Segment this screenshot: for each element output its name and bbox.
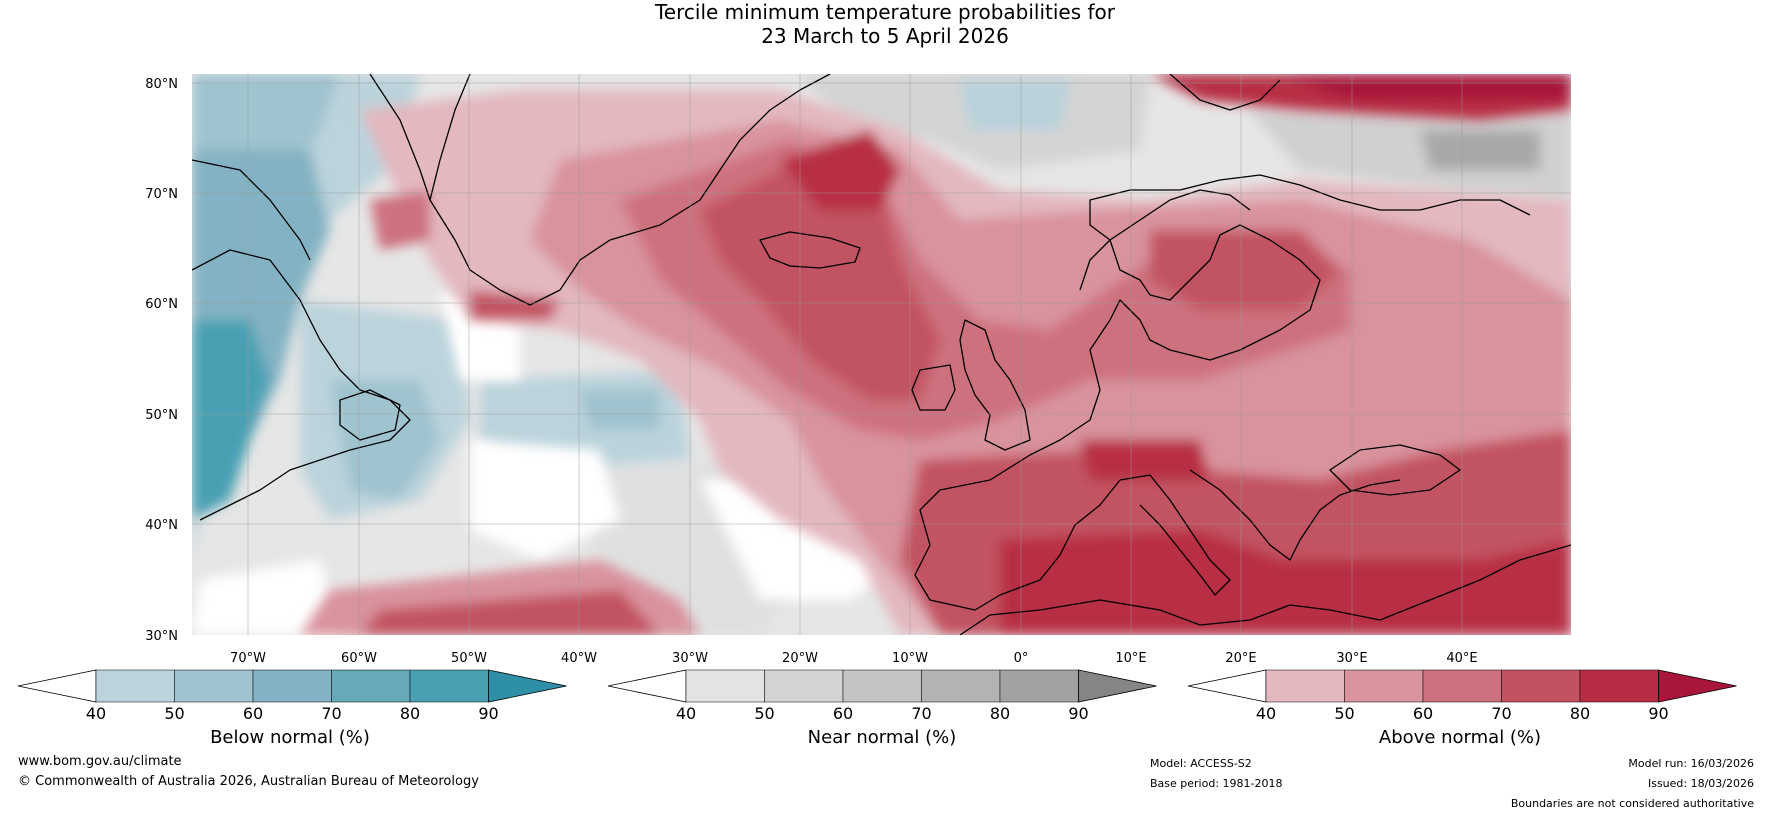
above-tick-label: 40 [1256,704,1276,723]
lon-label-60w: 60°W [341,651,377,666]
colorbar-above-label: Above normal (%) [1378,727,1542,748]
black-sea-coast [1329,444,1461,496]
iceland-coast [759,231,861,269]
below-tick-label: 90 [478,704,498,723]
near-extend-high [1078,669,1157,703]
above-tick-label: 80 [1570,704,1590,723]
near-tick-label: 70 [911,704,931,723]
above-segment [1501,669,1581,703]
title-line-2: 23 March to 5 April 2026 [761,24,1009,48]
lon-label-40e: 40°E [1446,651,1477,666]
lon-label-10e: 10°E [1115,651,1146,666]
near-segment [842,669,922,703]
above-tick-label: 70 [1491,704,1511,723]
below-segment [331,669,411,703]
greenland-west-coast [369,74,431,201]
italy-coast [1119,474,1231,596]
lat-label-40: 40°N [145,518,178,533]
iberia-coast [914,454,1121,611]
scandinavia-coast [1079,189,1251,291]
colorbar-below-label: Below normal (%) [210,727,370,748]
below-segment [174,669,254,703]
near-tick-label: 60 [833,704,853,723]
below-tick-label: 40 [86,704,106,723]
ireland-coast [911,364,956,411]
latitude-labels: 80°N 70°N 60°N 50°N 40°N 30°N [145,77,178,644]
near-segment [685,669,765,703]
below-segment [409,669,489,703]
lat-label-70: 70°N [145,187,178,202]
colorbar-above-normal: 40 50 60 70 80 90 [1187,669,1737,723]
baffin-coast [192,159,311,261]
above-segment [1579,669,1659,703]
lat-label-50: 50°N [145,408,178,423]
near-segment [921,669,1001,703]
arctic-islands-coast [1169,74,1281,111]
lon-label-0: 0° [1014,651,1029,666]
lon-label-70w: 70°W [230,651,266,666]
above-tick-label: 90 [1648,704,1668,723]
lon-label-50w: 50°W [451,651,487,666]
above-extend-high [1658,669,1737,703]
labrador-coast [192,249,411,521]
base-period-text: Base period: 1981-2018 [1150,777,1283,790]
near-segment [764,669,844,703]
below-segment [252,669,332,703]
below-tick-label: 60 [243,704,263,723]
lat-label-60: 60°N [145,297,178,312]
disclaimer-text: Boundaries are not considered authoritat… [1510,797,1754,810]
lat-label-30: 30°N [145,629,178,644]
africa-coast [959,544,1571,635]
near-extend-low [607,669,687,703]
issued-text: Issued: 18/03/2026 [1647,777,1754,790]
lon-label-40w: 40°W [561,651,597,666]
below-tick-label: 80 [400,704,420,723]
below-normal-regions [192,74,1505,560]
map-title: Tercile minimum temperature probabilitie… [0,0,1770,48]
lon-label-30e: 30°E [1336,651,1367,666]
near-tick-label: 90 [1068,704,1088,723]
near-tick-label: 50 [754,704,774,723]
longitude-labels: 70°W 60°W 50°W 40°W 30°W 20°W 10°W 0° 10… [230,651,1478,666]
colorbar-near-label: Near normal (%) [807,727,957,748]
lon-label-30w: 30°W [672,651,708,666]
above-normal-regions [300,74,1571,635]
below-segment [95,669,175,703]
europe-coast [1029,174,1531,456]
above-segment [1344,669,1424,703]
lon-label-10w: 10°W [892,651,928,666]
copyright-text: © Commonwealth of Australia 2026, Austra… [18,774,479,789]
title-line-1: Tercile minimum temperature probabilitie… [654,0,1116,24]
above-tick-label: 60 [1413,704,1433,723]
gridlines [192,74,1571,635]
above-extend-low [1187,669,1267,703]
website-text: www.bom.gov.au/climate [18,754,182,769]
above-segment [1265,669,1345,703]
colorbar-near-normal: 40 50 60 70 80 90 [607,669,1157,723]
britain-coast [959,319,1031,451]
above-tick-label: 50 [1334,704,1354,723]
lon-label-20e: 20°E [1225,651,1256,666]
near-segment [999,669,1079,703]
below-extend-low [17,669,97,703]
near-tick-label: 40 [676,704,696,723]
colorbar-below-normal: 40 50 60 70 80 90 [17,669,567,723]
below-extend-high [488,669,567,703]
below-tick-label: 70 [321,704,341,723]
near-tick-label: 80 [990,704,1010,723]
above-segment [1422,669,1502,703]
below-tick-label: 50 [164,704,184,723]
model-text: Model: ACCESS-S2 [1150,757,1252,770]
model-run-text: Model run: 16/03/2026 [1628,757,1754,770]
newfoundland-coast [339,389,401,441]
lon-label-20w: 20°W [782,651,818,666]
map-panel [192,74,1571,635]
lat-label-80: 80°N [145,77,178,92]
